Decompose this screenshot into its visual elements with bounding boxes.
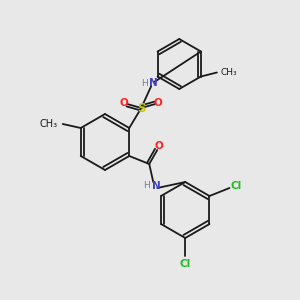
Text: O: O xyxy=(154,98,163,108)
Text: H: H xyxy=(143,182,150,190)
Text: Cl: Cl xyxy=(180,259,191,269)
Text: N: N xyxy=(152,181,161,191)
Text: N: N xyxy=(149,78,158,88)
Text: CH₃: CH₃ xyxy=(221,68,238,77)
Text: O: O xyxy=(155,141,164,151)
Text: Cl: Cl xyxy=(231,181,242,191)
Text: O: O xyxy=(120,98,129,108)
Text: H: H xyxy=(141,79,148,88)
Text: CH₃: CH₃ xyxy=(40,119,58,129)
Text: S: S xyxy=(137,101,146,115)
